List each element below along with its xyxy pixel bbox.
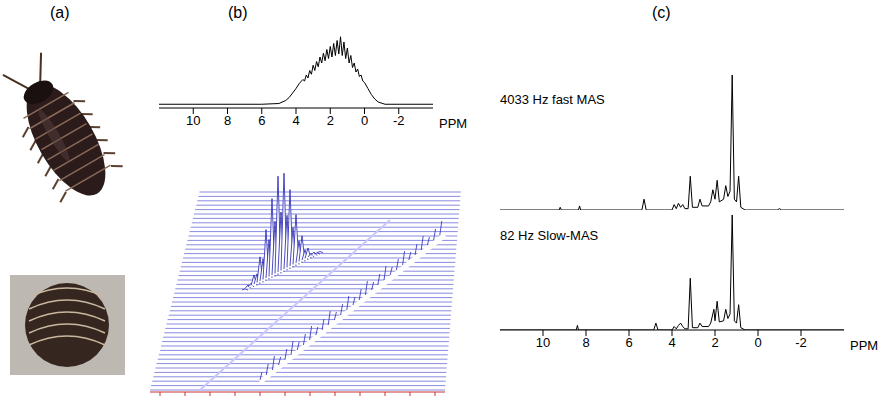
svg-text:0: 0 — [754, 335, 761, 350]
svg-text:PPM: PPM — [850, 338, 878, 353]
svg-text:4: 4 — [292, 113, 299, 128]
svg-text:0: 0 — [361, 113, 368, 128]
svg-text:10: 10 — [186, 113, 200, 128]
svg-text:PPM: PPM — [439, 116, 467, 131]
svg-text:-2: -2 — [393, 113, 405, 128]
svg-text:4: 4 — [668, 335, 675, 350]
svg-text:2: 2 — [711, 335, 718, 350]
html-text:(c): (c) — [652, 4, 671, 21]
svg-text:8: 8 — [582, 335, 589, 350]
html-text:(b): (b) — [228, 4, 248, 21]
svg-text:2: 2 — [327, 113, 334, 128]
svg-text:-2: -2 — [795, 335, 807, 350]
svg-text:8: 8 — [224, 113, 231, 128]
html-text:82 Hz Slow-MAS: 82 Hz Slow-MAS — [500, 228, 599, 243]
svg-text:6: 6 — [625, 335, 632, 350]
html-text:(a): (a) — [50, 4, 70, 21]
svg-text:10: 10 — [536, 335, 550, 350]
html-text:4033 Hz fast MAS: 4033 Hz fast MAS — [500, 92, 605, 107]
svg-text:6: 6 — [258, 113, 265, 128]
